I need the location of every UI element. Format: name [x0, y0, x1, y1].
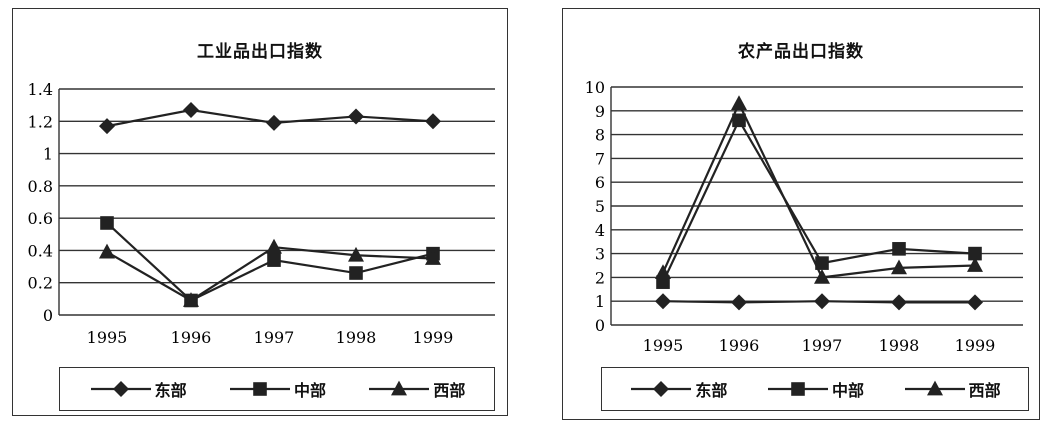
legend-swatch-triangle: [369, 380, 430, 396]
data-point-square: [892, 242, 906, 256]
x-tick-label: 1999: [955, 336, 996, 355]
data-point-triangle: [99, 243, 115, 259]
data-point-diamond: [891, 294, 907, 311]
y-tick-label: 8: [595, 126, 605, 145]
x-tick-label: 1997: [802, 336, 843, 355]
plot-area: 0 0.2 0.4 0.6 0.8 1 1.2 1.4 1995 1996 1997 1998 1999: [28, 80, 495, 347]
legend-swatch-square: [229, 382, 290, 396]
data-point-triangle: [891, 259, 907, 275]
legend-label: 西部: [433, 381, 466, 400]
plot-area: 0 1 2 3 4 5 6 7 8 9 10 1995 1996 1997 1998 1999: [585, 78, 1023, 355]
y-tick-label: 0.8: [28, 177, 53, 196]
chart-panel-agricultural: 农产品出口指数 0 1 2 3 4 5 6 7 8 9 10 1995 1996 1997 1998 1999…: [562, 8, 1040, 420]
y-tick-label: 2: [595, 268, 605, 287]
legend-item: 中部: [228, 377, 326, 401]
legend-label: 东部: [154, 381, 187, 400]
data-point-square: [267, 253, 281, 267]
legend-swatch-triangle: [904, 380, 965, 396]
data-point-square: [100, 216, 114, 230]
legend: 东部 中部 西部: [59, 367, 495, 411]
data-point-diamond: [655, 293, 671, 310]
data-point-triangle: [731, 95, 747, 111]
y-tick-label: 1: [595, 292, 605, 311]
data-point-diamond: [266, 114, 282, 131]
data-point-triangle: [425, 250, 441, 265]
x-tick-label: 1996: [171, 328, 212, 347]
y-tick-label: 4: [595, 221, 605, 240]
y-tick-label: 6: [595, 173, 605, 192]
x-tick-label: 1998: [336, 328, 377, 347]
x-tick-label: 1995: [87, 328, 128, 347]
legend-item: 西部: [903, 377, 1001, 401]
data-point-diamond: [814, 293, 830, 310]
x-tick-label: 1995: [643, 336, 684, 355]
y-tick-label: 0.2: [28, 274, 53, 293]
y-tick-label: 5: [595, 197, 605, 216]
y-tick-label: 0: [43, 306, 53, 325]
chart-panel-industrial: 工业品出口指数 0 0.2 0.4 0.6 0.8 1 1.2 1.4 1995 1996 1997…: [12, 8, 508, 416]
data-point-diamond: [425, 113, 441, 130]
y-tick-label: 7: [595, 149, 605, 168]
y-tick-label: 3: [595, 245, 605, 264]
x-tick-label: 1997: [254, 328, 295, 347]
legend-item: 西部: [367, 377, 465, 401]
legend-item: 东部: [89, 377, 187, 401]
data-point-triangle: [967, 257, 983, 272]
data-point-triangle: [655, 264, 671, 280]
chart-title: 农产品出口指数: [738, 42, 864, 62]
legend-swatch-diamond: [631, 381, 692, 397]
y-tick-label: 10: [585, 78, 605, 97]
data-point-diamond: [348, 108, 364, 125]
legend-item: 东部: [629, 377, 727, 401]
data-point-triangle: [183, 292, 199, 307]
y-tick-label: 1.4: [28, 80, 53, 99]
legend-swatch-diamond: [90, 381, 151, 397]
data-point-diamond: [967, 294, 983, 311]
data-point-diamond: [731, 294, 747, 311]
y-tick-label: 1: [43, 145, 53, 164]
y-tick-label: 1.2: [28, 112, 53, 131]
legend-label: 中部: [831, 381, 864, 400]
legend-label: 西部: [968, 381, 1001, 400]
y-tick-label: 9: [595, 102, 605, 121]
data-point-triangle: [814, 269, 830, 284]
legend-item: 中部: [766, 377, 864, 401]
legend-swatch-square: [767, 382, 828, 396]
data-point-triangle: [266, 238, 282, 254]
y-tick-label: 0: [595, 316, 605, 335]
data-point-diamond: [99, 118, 115, 135]
data-point-square: [815, 256, 829, 270]
data-point-square: [732, 113, 746, 128]
y-tick-label: 0.4: [28, 241, 53, 260]
legend: 东部 中部 西部: [601, 367, 1029, 411]
x-tick-label: 1999: [413, 328, 454, 347]
chart-title: 工业品出口指数: [197, 42, 323, 62]
data-point-square: [349, 266, 363, 280]
y-tick-label: 0.6: [28, 209, 53, 228]
data-point-diamond: [183, 101, 199, 118]
legend-label: 中部: [293, 381, 326, 400]
data-point-square: [968, 246, 982, 261]
data-point-triangle: [348, 246, 364, 262]
x-tick-label: 1996: [719, 336, 760, 355]
x-tick-label: 1998: [879, 336, 920, 355]
legend-label: 东部: [695, 381, 728, 400]
